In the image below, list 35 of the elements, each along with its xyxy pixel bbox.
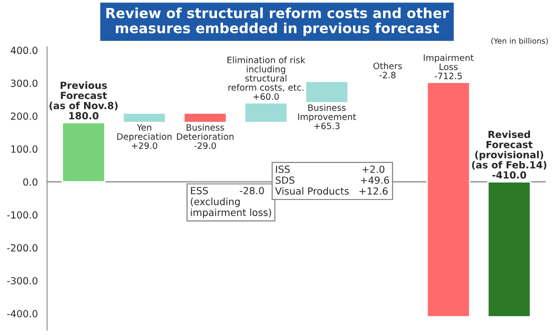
y-tick-label: -300.0 xyxy=(7,277,38,284)
data-label: +60.0 xyxy=(254,93,279,100)
x-tick-label: Revised Forecast (provisional) (as of Feb.14) xyxy=(472,130,546,170)
annotation: ISS +2.0 SDS +49.6 Visual Products +12.6 xyxy=(275,166,390,195)
y-tick-label: 100.0 xyxy=(11,145,38,153)
x-tick-label: Impairment Loss xyxy=(424,54,474,70)
bar xyxy=(244,102,288,124)
y-tick-label: -200.0 xyxy=(7,244,38,252)
y-tick-label: -400.0 xyxy=(7,310,38,318)
annotation: ESS -28.0 (excluding impairment loss) xyxy=(190,186,272,218)
y-tick-label: 200.0 xyxy=(10,112,38,120)
data-label: +65.3 xyxy=(314,122,340,130)
y-tick-label: 400.0 xyxy=(10,46,38,54)
data-label: -712.5 xyxy=(434,72,462,80)
x-tick-label: Previous Forecast (as of Nov.8) xyxy=(50,81,118,110)
bar xyxy=(62,122,106,183)
chart-title: Review of structural reform costs and other measures embedded in previous forecast xyxy=(106,8,449,36)
data-label: 180.0 xyxy=(69,112,98,120)
data-label: -2.8 xyxy=(379,72,396,78)
data-label: -410.0 xyxy=(492,171,526,179)
y-tick-label: 300.0 xyxy=(10,80,38,87)
bar xyxy=(122,112,166,124)
y-tick-label: 0.0 xyxy=(23,178,38,186)
bar xyxy=(426,82,470,318)
bar xyxy=(487,181,532,318)
x-tick-label: Business Improvement xyxy=(298,104,356,122)
data-label: -29.0 xyxy=(194,142,216,149)
y-tick-label: -100.0 xyxy=(7,211,38,219)
x-tick-label: Others xyxy=(373,62,402,70)
data-label: +29.0 xyxy=(132,142,158,149)
bar xyxy=(183,112,228,124)
x-tick-label: Elimination of risk including structural reform costs, etc. xyxy=(228,56,306,92)
bar xyxy=(304,80,349,104)
x-tick-label: Business Deterioration xyxy=(177,124,234,140)
x-tick-label: Yen Depreciation xyxy=(117,124,172,142)
